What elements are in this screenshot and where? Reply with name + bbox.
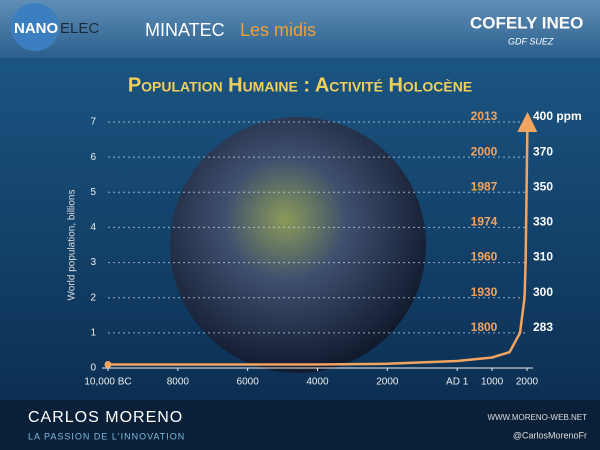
slide-title: Population Humaine : Activité Holocène [128, 74, 472, 96]
x-tick-label: 8000 [167, 377, 190, 388]
y-tick-label: 2 [90, 292, 96, 303]
y-tick-label: 6 [90, 152, 96, 163]
footer-website: WWW.MORENO-WEB.NET [487, 413, 587, 422]
y-tick-label: 4 [90, 222, 96, 233]
logo-circle [11, 3, 59, 51]
milestone-year: 1974 [471, 215, 498, 229]
x-tick-label: 10,000 BC [84, 377, 131, 388]
milestone-co2: 283 [533, 320, 553, 334]
x-tick-label: 6000 [237, 377, 260, 388]
y-tick-label: 0 [90, 363, 96, 374]
header-band [0, 0, 600, 58]
x-tick-label: 4000 [306, 377, 329, 388]
start-point [104, 360, 112, 368]
globe-image [170, 117, 426, 373]
x-tick-label: AD 1 [446, 377, 469, 388]
milestone-year: 1960 [471, 250, 498, 264]
logo-elec: ELEC [60, 20, 99, 37]
milestone-co2: 350 [533, 179, 553, 193]
footer-tagline: LA PASSION DE L'INNOVATION [28, 431, 185, 441]
milestone-co2: 370 [533, 144, 553, 158]
logo-nano: NANO [14, 20, 58, 37]
x-tick-label: 2000 [516, 377, 539, 388]
milestone-year: 2013 [471, 109, 498, 123]
logo-gdf: GDF SUEZ [508, 36, 554, 46]
population-line [108, 112, 538, 366]
x-tick-label: 2000 [376, 377, 399, 388]
milestone-year: 2000 [471, 144, 498, 158]
milestone-co2: 400 ppm [533, 109, 582, 123]
logo-cofely: COFELY INEO [470, 13, 583, 32]
milestone-co2: 300 [533, 285, 553, 299]
footer-name: CARLOS MORENO [28, 409, 183, 426]
y-axis-label: World population, billions [67, 190, 78, 301]
milestone-year: 1800 [471, 320, 498, 334]
logo-lesmidis: Les midis [240, 20, 316, 40]
milestone-co2: 330 [533, 215, 553, 229]
logo-minatec: MINATEC [145, 20, 225, 40]
milestone-year: 1987 [471, 179, 498, 193]
y-tick-label: 3 [90, 257, 96, 268]
y-tick-label: 5 [90, 187, 96, 198]
y-tick-label: 1 [90, 327, 96, 338]
footer-twitter: @CarlosMorenoFr [513, 430, 587, 440]
y-tick-label: 7 [90, 117, 96, 128]
footer-band [0, 400, 600, 450]
x-tick-label: 1000 [481, 377, 504, 388]
milestone-year: 1930 [471, 285, 498, 299]
milestone-co2: 310 [533, 250, 553, 264]
